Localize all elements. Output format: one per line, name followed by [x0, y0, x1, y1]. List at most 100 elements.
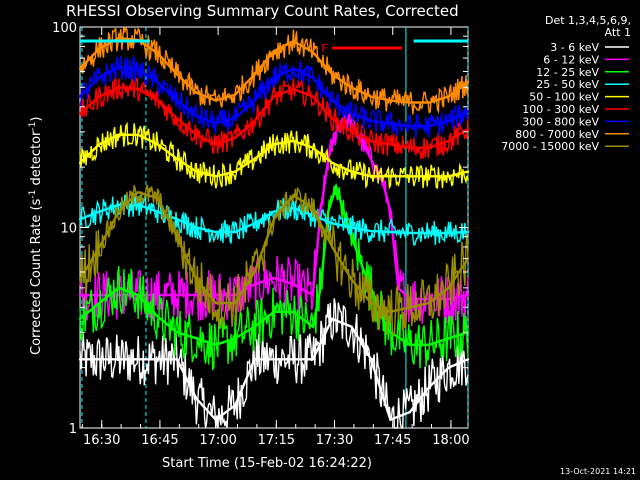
series-6-point-17: [408, 125, 411, 128]
series-5-point-7: [214, 143, 217, 146]
series-6-point-1: [98, 76, 101, 79]
series-4: [78, 121, 470, 190]
series-3-point-1: [98, 210, 101, 213]
series-6-point-5: [175, 99, 179, 102]
series-4-point-19: [447, 175, 450, 178]
series-8-point-3: [137, 190, 140, 194]
series-2-point-14: [327, 210, 330, 213]
series-0-point-6: [195, 397, 198, 400]
series-7: [78, 26, 470, 115]
series-6: [78, 55, 470, 139]
series-0-point-1: [98, 358, 101, 361]
chart-title: RHESSI Observing Summary Count Rates, Co…: [66, 2, 459, 20]
series-8-point-16: [389, 310, 392, 313]
x-tick-label-5: 17:45: [374, 433, 411, 448]
series-3-point-18: [428, 231, 431, 235]
series-7-point-4: [156, 52, 159, 55]
series-5-point-8: [234, 136, 237, 140]
series-1-point-5: [175, 293, 179, 297]
series-6-point-13: [331, 99, 334, 102]
series-2-point-9: [253, 325, 256, 328]
series-2-point-21: [381, 317, 384, 321]
series-3-point-19: [447, 231, 450, 235]
series-2-point-1: [98, 301, 101, 305]
y-tick-label-0: 1: [69, 422, 77, 437]
series-2-point-25: [447, 337, 450, 340]
x-tick-label-4: 17:30: [316, 433, 353, 448]
series-8-point-0: [78, 278, 82, 281]
timestamp: 13-Oct-2021 14:21: [560, 467, 636, 476]
series-4-point-20: [466, 170, 470, 173]
series-3-point-6: [195, 226, 198, 229]
series-6-point-6: [195, 114, 198, 118]
series-5-point-18: [428, 146, 431, 149]
series-2-point-3: [137, 293, 140, 297]
legend-header-line-1: Det 1,3,4,5,6,9,: [545, 14, 631, 27]
x-tick-label-3: 17:15: [258, 433, 295, 448]
series-6-point-19: [447, 119, 450, 123]
series-8-point-13: [331, 245, 334, 249]
series-6-point-4: [156, 81, 159, 84]
legend-header-line-2: Att 1: [605, 26, 631, 39]
series-5-point-11: [292, 87, 295, 91]
series-7-point-6: [195, 91, 198, 94]
series-4-point-17: [408, 175, 411, 178]
series-line-5: [79, 76, 469, 160]
x-axis-label: Start Time (15-Feb-02 16:24:22): [162, 456, 372, 471]
x-tick-label-1: 16:45: [141, 433, 178, 448]
series-6-point-14: [350, 112, 353, 115]
series-2-point-23: [408, 343, 411, 346]
series-3-point-2: [117, 203, 121, 206]
series-2-point-18: [358, 257, 361, 260]
series-5-point-9: [253, 119, 256, 123]
x-tick-label-6: 18:00: [432, 433, 469, 448]
series-8: [78, 184, 470, 337]
series-1-point-12: [311, 293, 314, 297]
series-1-point-7: [214, 293, 217, 297]
series-0-point-11: [292, 358, 295, 361]
series-6-point-15: [369, 119, 373, 123]
series-0-point-2: [117, 358, 121, 361]
series-2-point-22: [389, 331, 392, 334]
series-5-point-13: [331, 117, 334, 120]
series-0-point-17: [408, 410, 411, 414]
series-trend-1: [80, 113, 469, 301]
series-0-point-16: [389, 418, 392, 421]
series-2-point-10: [272, 310, 276, 313]
series-2-point-5: [175, 331, 179, 334]
series-5-point-12: [311, 95, 314, 98]
series-3-point-17: [408, 231, 411, 235]
series-2-point-8: [234, 337, 237, 340]
series-0-point-12: [311, 358, 314, 361]
legend-label-6: 300 - 800 keV: [522, 115, 599, 128]
series-5-point-0: [78, 112, 82, 115]
series-6-point-10: [272, 76, 276, 79]
series-8-point-12: [311, 206, 314, 210]
series-4-point-18: [428, 175, 431, 178]
series-7-point-14: [350, 86, 353, 89]
legend-label-0: 3 - 6 keV: [550, 41, 599, 54]
series-3-point-9: [253, 222, 256, 225]
series-0-point-3: [137, 358, 140, 361]
series-6-point-12: [311, 76, 314, 79]
series-3-point-14: [350, 226, 353, 229]
series-7-point-10: [272, 49, 276, 53]
series-1-point-19: [365, 150, 369, 153]
series-7-point-19: [447, 95, 450, 98]
series-7-point-18: [428, 101, 431, 104]
series-8-point-1: [98, 245, 101, 249]
series-8-point-9: [253, 270, 256, 274]
series-4-point-4: [156, 143, 159, 146]
legend-label-3: 25 - 50 keV: [536, 78, 599, 91]
series-2-point-16: [342, 210, 346, 213]
series-4-point-6: [195, 170, 198, 173]
series-0-point-15: [369, 358, 373, 361]
series-4-point-0: [78, 161, 82, 165]
series-8-point-5: [175, 235, 179, 238]
series-7-point-12: [311, 50, 314, 54]
x-axis: 16:30 16:45 17:00 17:15 17:30 17:45 18:00: [81, 27, 470, 448]
series-3-point-15: [369, 229, 373, 233]
series-0: [78, 298, 470, 429]
series-3-point-3: [137, 203, 140, 206]
series-1-point-27: [466, 293, 470, 297]
